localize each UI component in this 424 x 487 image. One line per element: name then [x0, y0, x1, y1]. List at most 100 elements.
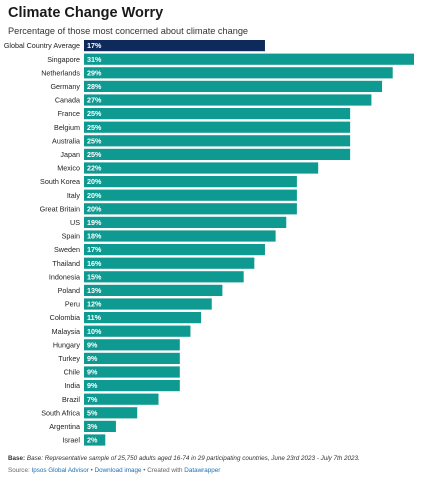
bar: [84, 176, 297, 188]
bar-value-label: 20%: [87, 177, 102, 186]
category-label: Belgium: [54, 123, 80, 132]
category-label: Italy: [67, 191, 81, 200]
bar: [84, 407, 138, 419]
bar: [84, 67, 393, 79]
category-label: Great Britain: [40, 204, 80, 213]
source-created-with: • Created with: [141, 467, 185, 474]
bar-value-label: 9%: [87, 368, 98, 377]
bar: [84, 380, 180, 392]
bar: [84, 189, 297, 201]
bar: [84, 352, 180, 364]
bar: [84, 40, 265, 52]
source-publisher-link[interactable]: Ipsos Global Advisor: [31, 467, 89, 474]
bar: [84, 284, 223, 296]
datawrapper-link[interactable]: Datawrapper: [184, 467, 221, 474]
bar-value-label: 15%: [87, 272, 102, 281]
source-prefix: Source:: [8, 467, 32, 474]
download-image-link[interactable]: Download image: [94, 467, 142, 474]
bar-value-label: 3%: [87, 422, 98, 431]
bar: [84, 393, 159, 405]
bar: [84, 244, 265, 256]
bar: [84, 80, 383, 92]
category-label: Chile: [64, 368, 80, 377]
category-label: Germany: [50, 82, 80, 91]
bar-value-label: 7%: [87, 395, 98, 404]
category-label: Singapore: [47, 55, 80, 64]
category-label: Japan: [60, 150, 80, 159]
category-label: France: [58, 109, 80, 118]
bar: [84, 94, 372, 106]
bar: [84, 434, 106, 446]
footnote-text: Base: Representative sample of 25,750 ad…: [26, 455, 360, 462]
bar-value-label: 9%: [87, 340, 98, 349]
category-label: Mexico: [57, 164, 80, 173]
category-label: Hungary: [53, 340, 81, 349]
bar-value-label: 28%: [87, 82, 102, 91]
bar: [84, 121, 351, 133]
bar-value-label: 25%: [87, 136, 102, 145]
bar-value-label: 18%: [87, 232, 102, 241]
category-label: Netherlands: [41, 68, 80, 77]
footnote-base-label: Base:: [8, 455, 26, 462]
bar: [84, 312, 202, 324]
bar-value-label: 20%: [87, 191, 102, 200]
category-label: Thailand: [52, 259, 80, 268]
bar: [84, 216, 287, 228]
bar: [84, 108, 351, 120]
category-label: Spain: [62, 232, 80, 241]
category-label: Australia: [52, 136, 80, 145]
bar-value-label: 2%: [87, 436, 98, 445]
category-label: Argentina: [49, 422, 80, 431]
bar-value-label: 20%: [87, 204, 102, 213]
bar: [84, 257, 255, 269]
bar-value-label: 9%: [87, 381, 98, 390]
source-separator: •: [88, 467, 95, 474]
chart-source: Source: Ipsos Global Advisor • Download …: [8, 467, 220, 474]
bar: [84, 148, 351, 160]
bar: [84, 53, 414, 65]
chart-subtitle: Percentage of those most concerned about…: [8, 26, 249, 36]
category-label: Brazil: [62, 395, 80, 404]
category-label: South Korea: [40, 177, 80, 186]
bar: [84, 325, 191, 337]
bar-value-label: 31%: [87, 55, 102, 64]
category-label: US: [70, 218, 80, 227]
bar-value-label: 17%: [87, 245, 102, 254]
bar-value-label: 25%: [87, 109, 102, 118]
bar-value-label: 13%: [87, 286, 102, 295]
category-label: Malaysia: [52, 327, 80, 336]
bar-value-label: 25%: [87, 123, 102, 132]
category-label: Israel: [62, 436, 80, 445]
category-label: Sweden: [54, 245, 80, 254]
bar-value-label: 16%: [87, 259, 102, 268]
bar-value-label: 25%: [87, 150, 102, 159]
category-label: Global Country Average: [4, 41, 80, 50]
bar: [84, 366, 180, 378]
category-label: Turkey: [58, 354, 80, 363]
bar-value-label: 27%: [87, 96, 102, 105]
bar-value-label: 29%: [87, 68, 102, 77]
bar: [84, 420, 116, 432]
category-label: India: [64, 381, 80, 390]
bar-value-label: 17%: [87, 41, 102, 50]
bar-value-label: 22%: [87, 164, 102, 173]
category-label: Poland: [58, 286, 80, 295]
bar: [84, 230, 276, 242]
chart-footnote: Base: Base: Representative sample of 25,…: [8, 455, 360, 462]
bar: [84, 339, 180, 351]
bar-value-label: 10%: [87, 327, 102, 336]
category-label: Indonesia: [49, 272, 80, 281]
bar: [84, 298, 212, 310]
bar-value-label: 5%: [87, 408, 98, 417]
category-label: Peru: [65, 300, 80, 309]
bar-value-label: 11%: [87, 313, 102, 322]
chart-title: Climate Change Worry: [8, 5, 164, 21]
bar-value-label: 9%: [87, 354, 98, 363]
category-label: South Africa: [41, 408, 80, 417]
category-label: Canada: [55, 96, 80, 105]
bar: [84, 203, 297, 215]
bar: [84, 162, 319, 174]
bar-value-label: 19%: [87, 218, 102, 227]
